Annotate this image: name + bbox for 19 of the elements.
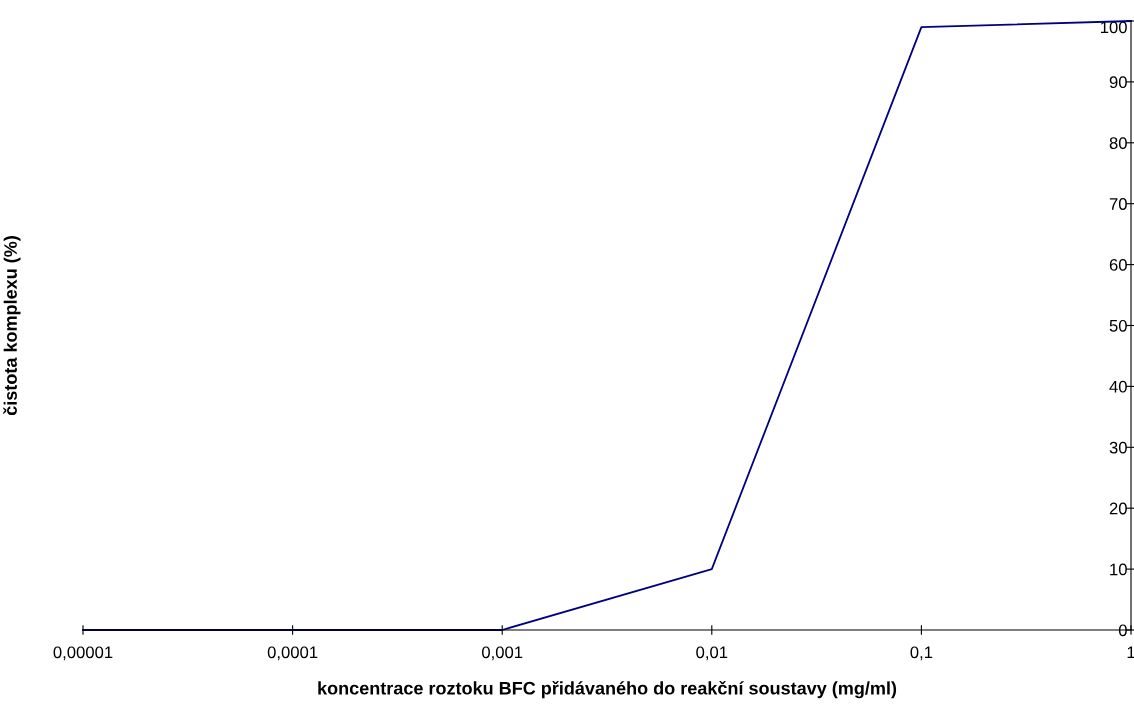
x-tick-label: 0,001 <box>482 646 523 661</box>
y-tick-label: 0 <box>1118 624 1127 637</box>
y-tick-label: 80 <box>1109 137 1127 149</box>
x-tick-label: 1 <box>1127 646 1134 659</box>
y-tick-label: 40 <box>1109 380 1127 393</box>
x-tick-label: 0,1 <box>910 646 933 661</box>
x-tick-label: 0,00001 <box>53 646 113 661</box>
y-tick-label: 20 <box>1109 502 1127 515</box>
y-axis-title: čistota komplexu (%) <box>3 236 21 416</box>
y-tick-label: 90 <box>1109 76 1127 89</box>
x-tick-label: 0,0001 <box>267 646 318 661</box>
y-tick-label: 50 <box>1109 319 1127 332</box>
x-axis-title: koncentrace roztoku BFC přidávaného do reakční soustavy (mg/ml) <box>318 680 897 699</box>
y-tick-label: 100 <box>1100 21 1127 34</box>
y-tick-label: 30 <box>1109 441 1127 454</box>
x-tick-label: 0,01 <box>696 646 728 661</box>
y-tick-label: 70 <box>1109 198 1127 210</box>
y-tick-label: 10 <box>1110 563 1127 576</box>
y-tick-label: 60 <box>1109 259 1127 271</box>
